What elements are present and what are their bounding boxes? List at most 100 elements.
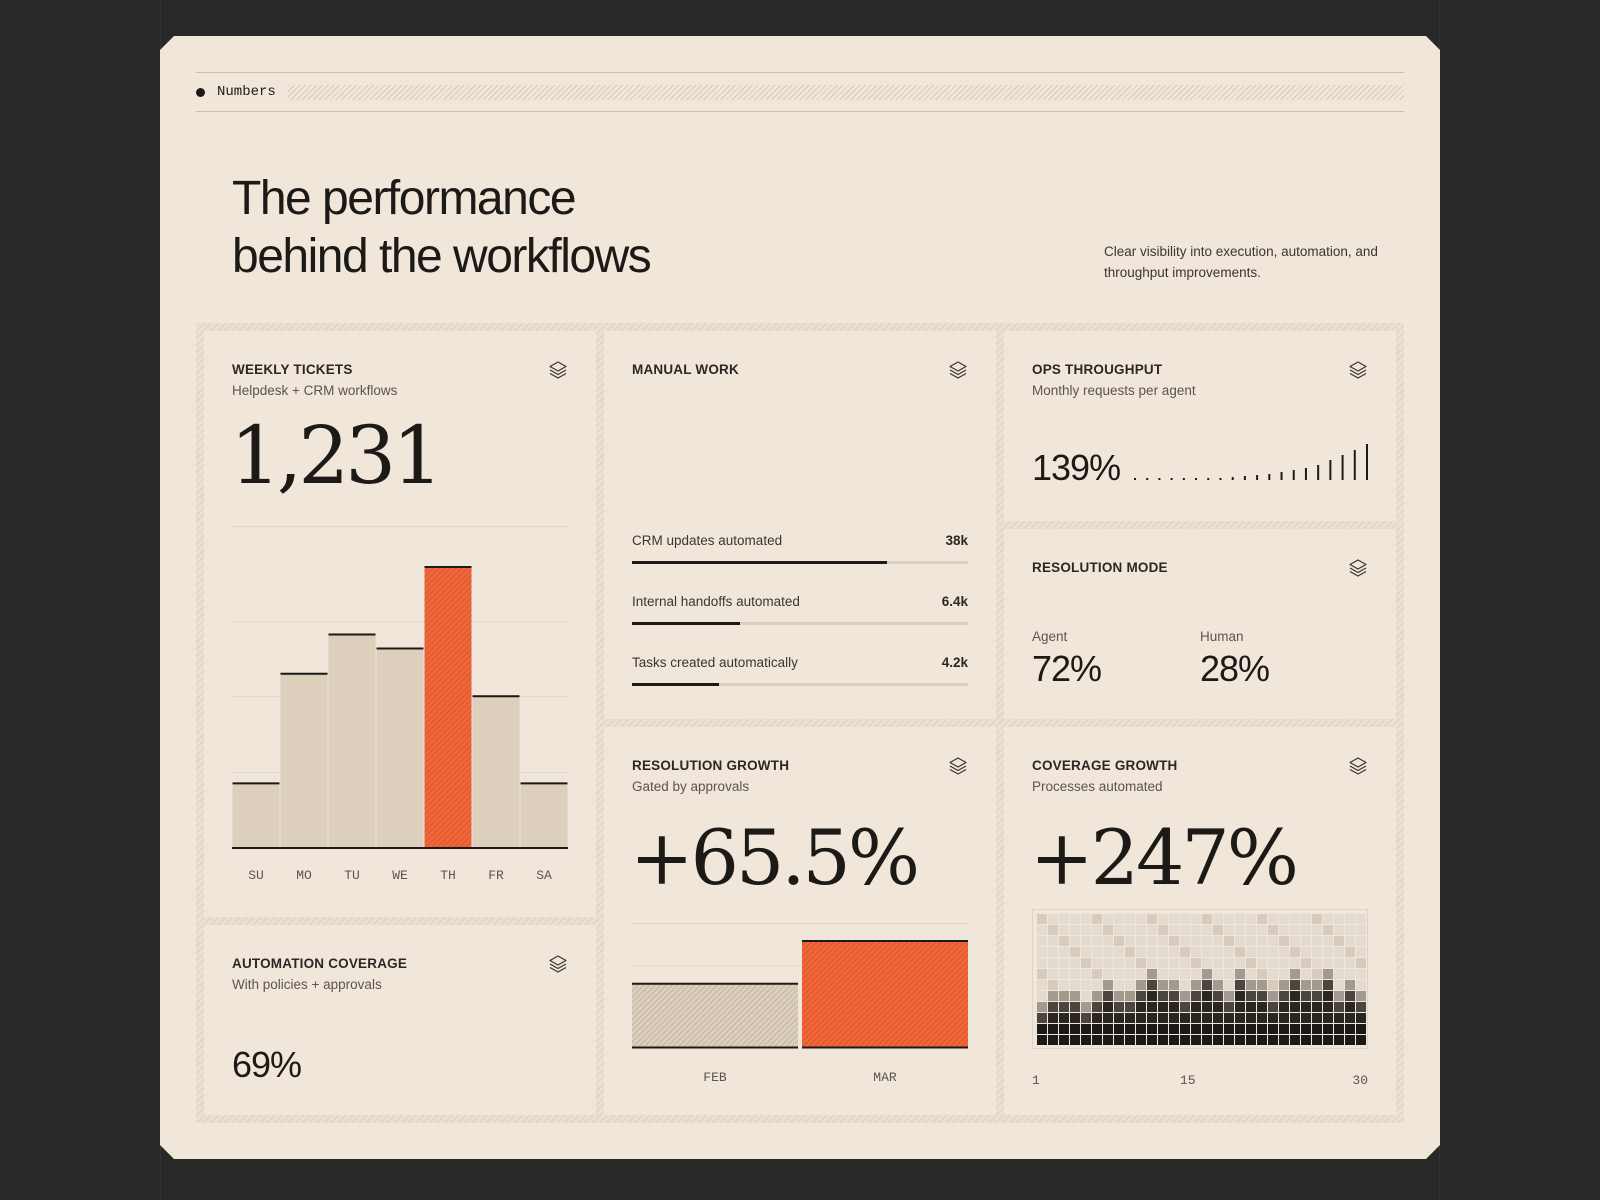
heatmap-cell: [1213, 1035, 1223, 1045]
resolution-growth-value: +65.5%: [630, 813, 918, 902]
heatmap-cell: [1158, 936, 1168, 946]
heatmap-cell: [1114, 936, 1124, 946]
manual-work-card: MANUAL WORK CRM updates automated 38k In…: [604, 331, 996, 719]
heatmap-cell: [1103, 925, 1113, 935]
heatmap-cell: [1158, 958, 1168, 968]
card-title: WEEKLY TICKETS: [232, 362, 353, 377]
heatmap-cell: [1235, 980, 1245, 990]
heatmap-cell: [1213, 991, 1223, 1001]
heatmap-cell: [1279, 914, 1289, 924]
heatmap-cell: [1213, 925, 1223, 935]
heatmap-cell: [1345, 958, 1355, 968]
heatmap-cell: [1037, 1013, 1047, 1023]
heatmap-cell: [1136, 958, 1146, 968]
heatmap-cell: [1312, 991, 1322, 1001]
layers-icon[interactable]: [948, 756, 968, 776]
heatmap-cell: [1092, 980, 1102, 990]
heatmap-cell: [1136, 925, 1146, 935]
heatmap-cell: [1268, 936, 1278, 946]
heatmap-cell: [1037, 1035, 1047, 1045]
progress-value: 38k: [945, 533, 968, 548]
heatmap-cell: [1257, 936, 1267, 946]
heatmap-cell: [1312, 1002, 1322, 1012]
bar-su: [233, 782, 280, 847]
heatmap-cell: [1114, 980, 1124, 990]
heatmap-cell: [1048, 1035, 1058, 1045]
heatmap-cell: [1301, 1013, 1311, 1023]
heatmap-cell: [1158, 925, 1168, 935]
page-title: The performance behind the workflows: [232, 170, 650, 286]
heatmap-cell: [1158, 980, 1168, 990]
heatmap-cell: [1213, 914, 1223, 924]
heatmap-cell: [1037, 1024, 1047, 1034]
heatmap-cell: [1037, 925, 1047, 935]
heatmap-cell: [1114, 958, 1124, 968]
heatmap-cell: [1048, 1013, 1058, 1023]
heatmap-cell: [1334, 1002, 1344, 1012]
heatmap-cell: [1136, 969, 1146, 979]
heatmap-cell: [1224, 925, 1234, 935]
heatmap-cell: [1334, 936, 1344, 946]
heatmap-cell: [1180, 947, 1190, 957]
layers-icon[interactable]: [948, 360, 968, 380]
heatmap-cell: [1301, 947, 1311, 957]
layers-icon[interactable]: [548, 954, 568, 974]
heatmap-cell: [1323, 1013, 1333, 1023]
layers-icon[interactable]: [548, 360, 568, 380]
heatmap-cell: [1048, 1002, 1058, 1012]
heatmap-cell: [1224, 980, 1234, 990]
heatmap-cell: [1323, 925, 1333, 935]
heatmap-cell: [1268, 1035, 1278, 1045]
heatmap-cell: [1081, 958, 1091, 968]
heatmap-cell: [1136, 914, 1146, 924]
bar-fr: [473, 695, 520, 847]
progress-row-crm: CRM updates automated 38k: [632, 533, 968, 573]
layers-icon[interactable]: [1348, 558, 1368, 578]
heatmap-cell: [1092, 925, 1102, 935]
heatmap-cell: [1268, 914, 1278, 924]
layers-icon[interactable]: [1348, 756, 1368, 776]
heatmap-cell: [1048, 969, 1058, 979]
heatmap-cell: [1235, 991, 1245, 1001]
heatmap-cell: [1180, 1024, 1190, 1034]
heatmap-cell: [1268, 1002, 1278, 1012]
bar-mo: [281, 673, 328, 847]
heatmap-cell: [1224, 947, 1234, 957]
heatmap-cell: [1202, 1013, 1212, 1023]
heatmap-cell: [1312, 969, 1322, 979]
heatmap-cell: [1125, 947, 1135, 957]
heatmap-cell: [1334, 1024, 1344, 1034]
heatmap-cell: [1158, 947, 1168, 957]
heatmap-cell: [1356, 947, 1366, 957]
heatmap-cell: [1312, 1035, 1322, 1045]
heatmap-cell: [1136, 991, 1146, 1001]
heatmap-cell: [1048, 947, 1058, 957]
heatmap-cell: [1103, 914, 1113, 924]
heatmap-cell: [1114, 1013, 1124, 1023]
human-share: Human 28%: [1200, 629, 1269, 690]
heatmap-cell: [1169, 969, 1179, 979]
axis-label-mo: MO: [296, 868, 312, 883]
heatmap-cell: [1345, 991, 1355, 1001]
heatmap-cell: [1202, 1035, 1212, 1045]
heatmap-cell: [1081, 1035, 1091, 1045]
heatmap-cell: [1037, 958, 1047, 968]
heatmap-cell: [1092, 958, 1102, 968]
heatmap-cell: [1202, 925, 1212, 935]
heatmap-cell: [1158, 914, 1168, 924]
heatmap-cell: [1180, 991, 1190, 1001]
heatmap-cell: [1345, 925, 1355, 935]
layers-icon[interactable]: [1348, 360, 1368, 380]
heatmap-cell: [1224, 936, 1234, 946]
agent-value: 72%: [1032, 648, 1102, 689]
heatmap-cell: [1092, 1035, 1102, 1045]
heatmap-cell: [1081, 1024, 1091, 1034]
heatmap-cell: [1279, 958, 1289, 968]
heatmap-cell: [1191, 980, 1201, 990]
heatmap-cell: [1202, 991, 1212, 1001]
heatmap-cell: [1268, 947, 1278, 957]
heatmap-cell: [1092, 1013, 1102, 1023]
heatmap-cell: [1158, 969, 1168, 979]
heatmap-cell: [1356, 925, 1366, 935]
heatmap-cell: [1202, 947, 1212, 957]
